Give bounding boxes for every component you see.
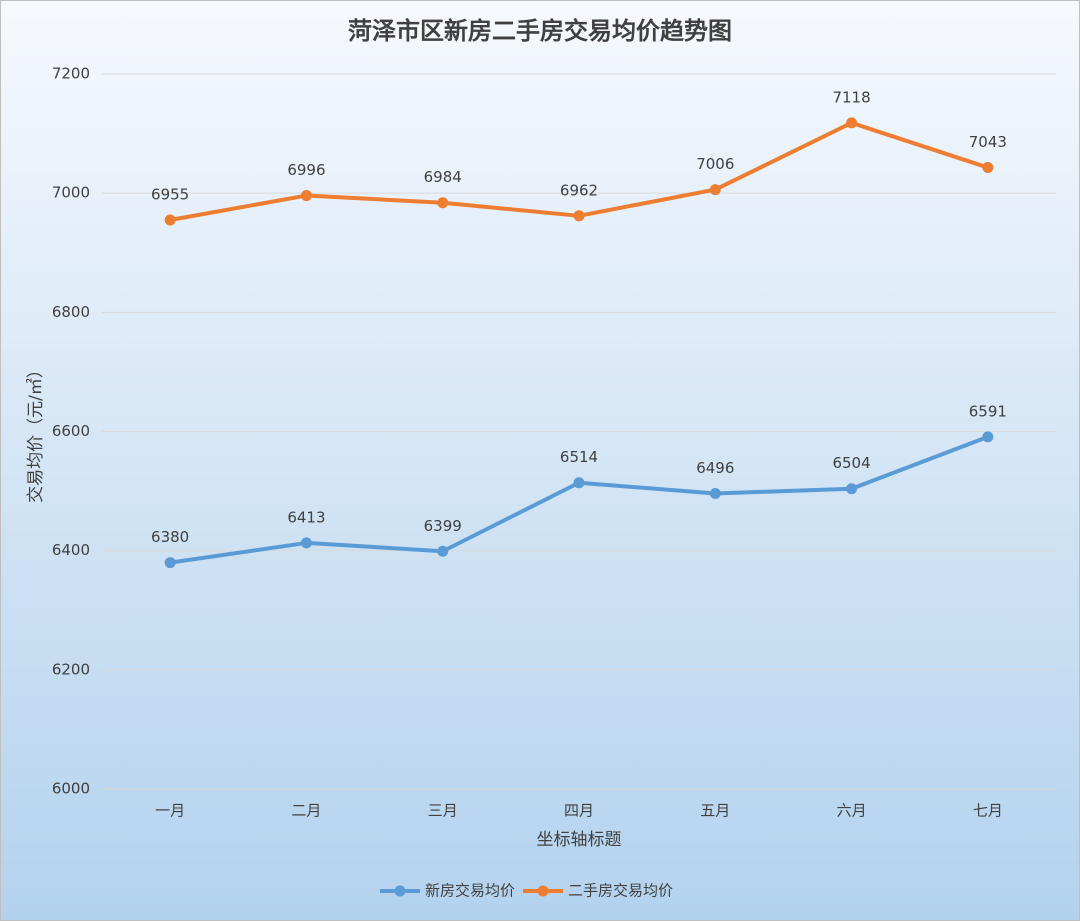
x-tick-label: 三月 bbox=[428, 802, 458, 820]
x-tick-label: 二月 bbox=[291, 802, 321, 820]
y-tick-label: 6400 bbox=[52, 541, 90, 559]
data-point bbox=[846, 117, 858, 129]
x-tick-label: 五月 bbox=[700, 802, 730, 820]
data-point bbox=[573, 477, 585, 489]
legend-label: 新房交易均价 bbox=[425, 882, 515, 900]
x-tick-label: 四月 bbox=[564, 802, 594, 820]
data-label: 6496 bbox=[696, 459, 734, 477]
y-axis-title: 交易均价（元/㎡） bbox=[26, 361, 46, 503]
data-point bbox=[164, 557, 176, 569]
data-label: 7006 bbox=[696, 155, 734, 173]
data-label: 7118 bbox=[832, 88, 870, 106]
data-point bbox=[300, 537, 312, 549]
data-point bbox=[709, 487, 721, 499]
data-point bbox=[300, 190, 312, 202]
data-label: 6380 bbox=[151, 528, 189, 546]
legend-marker bbox=[394, 885, 406, 897]
chart-title: 菏泽市区新房二手房交易均价趋势图 bbox=[348, 17, 732, 45]
data-label: 6955 bbox=[151, 185, 189, 203]
data-point bbox=[573, 210, 585, 222]
data-point bbox=[846, 483, 858, 495]
data-label: 6413 bbox=[287, 508, 325, 526]
legend-marker bbox=[537, 885, 549, 897]
x-tick-label: 六月 bbox=[837, 802, 867, 820]
y-tick-label: 6800 bbox=[52, 303, 90, 321]
data-point bbox=[982, 431, 994, 443]
data-point bbox=[437, 545, 449, 557]
data-point bbox=[982, 162, 994, 174]
data-point bbox=[437, 197, 449, 209]
data-label: 6399 bbox=[424, 517, 462, 535]
data-point bbox=[164, 214, 176, 226]
data-label: 6504 bbox=[832, 454, 870, 472]
y-tick-label: 6600 bbox=[52, 422, 90, 440]
y-tick-label: 6000 bbox=[52, 780, 90, 798]
x-tick-label: 一月 bbox=[155, 802, 185, 820]
data-label: 6591 bbox=[969, 402, 1007, 420]
data-point bbox=[709, 184, 721, 196]
data-label: 6984 bbox=[424, 168, 462, 186]
y-tick-label: 6200 bbox=[52, 660, 90, 678]
data-label: 6996 bbox=[287, 161, 325, 179]
x-axis-title: 坐标轴标题 bbox=[537, 830, 622, 850]
data-label: 7043 bbox=[969, 133, 1007, 151]
y-tick-label: 7200 bbox=[52, 65, 90, 83]
data-label: 6514 bbox=[560, 448, 598, 466]
y-tick-label: 7000 bbox=[52, 184, 90, 202]
data-label: 6962 bbox=[560, 181, 598, 199]
x-tick-label: 七月 bbox=[973, 802, 1003, 820]
legend-label: 二手房交易均价 bbox=[568, 882, 673, 900]
